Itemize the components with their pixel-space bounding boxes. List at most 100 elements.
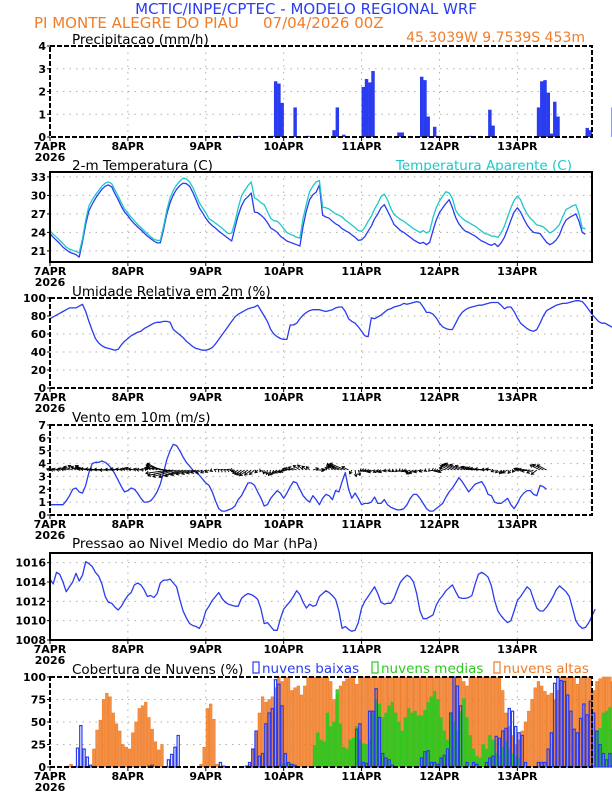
cloud-bar-high (530, 699, 534, 768)
x-tick-label: 10APR (263, 518, 304, 531)
wind-arrow-head (147, 473, 152, 477)
wind-arrow (423, 468, 428, 472)
x-tick-label: 7APR (34, 643, 67, 656)
y-tick-label: 1010 (15, 615, 46, 628)
wind-arrow (428, 468, 432, 472)
wind-arrow-shaft (354, 469, 357, 477)
cloud-bar-mid (345, 748, 349, 768)
y-tick-label: 7 (38, 419, 46, 432)
series-line-umidade-relativa (49, 300, 612, 351)
plot-frame (49, 676, 593, 768)
humidity-panel: 0 20 40 60 80 100 7APR 8APR 9APR 10APR 11APR 12APR 1… (23, 292, 612, 415)
precip-bar (423, 80, 427, 137)
cloud-bar-high (533, 687, 537, 768)
precip-bar (543, 80, 547, 137)
wind-arrow-head (119, 467, 124, 472)
cloud-bar-mid (397, 721, 401, 768)
precip-bar (293, 107, 297, 137)
y-tick-label: 30 (31, 189, 47, 202)
y-tick-label: 0 (38, 131, 46, 144)
wind-arrow (292, 465, 301, 471)
wind-arrow (418, 468, 424, 473)
wind-arrow-shaft (158, 469, 180, 478)
x-tick-label: 10APR (263, 643, 304, 656)
legend-swatch-high (493, 661, 501, 674)
cloud-bar-high (98, 719, 102, 768)
cloud-bar-low (494, 735, 498, 768)
x-tick-label: 7APR (34, 140, 67, 153)
x-tick-label: 13APR (497, 140, 538, 153)
wind-arrow (301, 465, 307, 471)
wind-arrow-head (437, 469, 442, 473)
cloud-bar-high (144, 701, 148, 768)
x-tick-label: 10APR (263, 265, 304, 278)
wind-arrow (209, 468, 214, 472)
wind-arrow-shaft (170, 469, 187, 476)
y-tick-label: 75 (31, 694, 46, 707)
wind-arrow-head (248, 471, 253, 475)
cloud-bar-high (290, 690, 294, 768)
wind-arrow-head (378, 469, 382, 474)
y-tick-label: 50 (31, 716, 47, 729)
wind-arrow-head (63, 465, 67, 470)
series-line-velocidade-do-vento (50, 443, 548, 512)
y-tick-label: 0 (38, 761, 46, 774)
x-year-label: 2026 (35, 276, 66, 289)
wind-arrow (104, 467, 115, 472)
cloud-bar-mid (604, 710, 609, 768)
x-tick-label: 9APR (189, 643, 222, 656)
wind-arrow-head (74, 466, 79, 471)
precip-bar (400, 132, 404, 137)
y-tick-label: 24 (31, 226, 47, 239)
cloud-bar-low (361, 761, 365, 768)
wind-arrow (353, 469, 358, 478)
wind-arrow-shaft (331, 466, 340, 471)
y-tick-label: 40 (31, 346, 47, 359)
wind-arrow-shaft (145, 469, 171, 474)
wind-arrow-head (236, 472, 241, 476)
cloud-bar-low (578, 717, 583, 768)
wind-arrow-head (514, 467, 519, 472)
wind-arrow-head (408, 470, 413, 475)
cloud-bar-high (543, 691, 547, 768)
wind-arrow (363, 468, 369, 473)
plot-frame (49, 297, 593, 389)
cloud-bar-mid (325, 712, 330, 768)
wind-arrow (195, 469, 203, 474)
wind-arrow-head (57, 467, 62, 472)
wind-arrow-head (423, 468, 428, 472)
wind-arrow-shaft (62, 467, 70, 471)
cloud-bar-high (101, 699, 106, 768)
legend-label-low: nuvens baixas (262, 661, 359, 677)
x-tick-label: 8APR (112, 391, 145, 404)
cloud-bar-low (79, 724, 83, 768)
wind-arrow (243, 469, 252, 476)
cloud-bar-high (478, 676, 482, 768)
wind-arrow-head (474, 467, 478, 472)
precip-bar (335, 107, 340, 137)
cloud-bar-high (306, 676, 310, 768)
wind-arrow-head (501, 469, 506, 474)
wind-arrow-shaft (200, 469, 207, 474)
wind-arrow-head (271, 470, 276, 474)
wind-arrow (224, 468, 228, 473)
cloud-bar-high (114, 723, 119, 768)
wind-arrow-shaft (236, 469, 245, 476)
x-year-label: 2026 (35, 654, 66, 667)
wind-arrow-head (387, 468, 392, 473)
x-tick-label: 12APR (419, 265, 460, 278)
cloud-bar-mid (410, 712, 414, 768)
cloud-bar-mid (312, 745, 317, 768)
y-tick-label: 1 (38, 496, 46, 509)
wind-arrow (520, 468, 531, 473)
x-tick-label: 9APR (189, 518, 222, 531)
cloud-bar-high (212, 718, 216, 768)
wind-arrow-shaft (312, 467, 319, 471)
wind-arrow-head (529, 464, 534, 468)
wind-arrow-shaft (239, 469, 249, 476)
wind-arrow-shaft (147, 469, 174, 476)
cloud-bar-mid (432, 691, 437, 768)
wind-arrow-head (277, 469, 282, 474)
precip-bar (361, 86, 366, 137)
cloud-bar-low (85, 756, 90, 768)
